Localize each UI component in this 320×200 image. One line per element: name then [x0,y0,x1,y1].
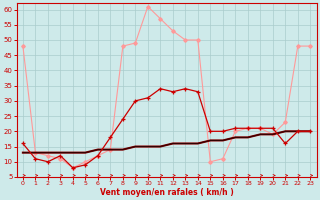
X-axis label: Vent moyen/en rafales ( km/h ): Vent moyen/en rafales ( km/h ) [100,188,234,197]
